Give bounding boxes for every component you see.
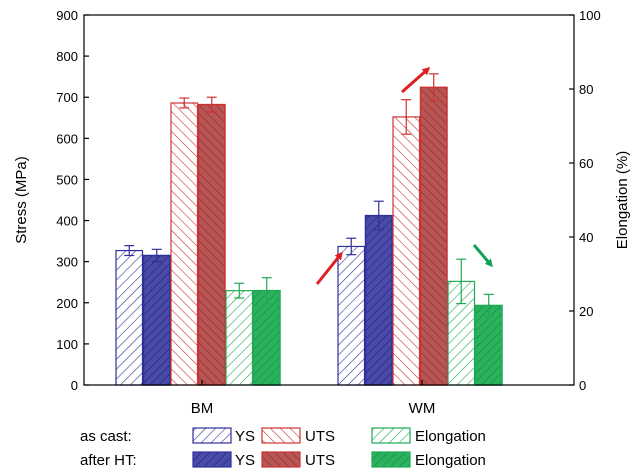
legend-label-ys-after-ht: YS	[235, 452, 255, 469]
legend-label-uts-as-cast: UTS	[305, 428, 335, 445]
y-left-tick-label: 700	[56, 90, 78, 105]
bars-layer	[115, 86, 503, 386]
legend-label-elongation-as-cast: Elongation	[415, 428, 486, 445]
bar-ys-after-HT-bm	[142, 254, 171, 386]
y-right-tick-label: 40	[579, 230, 593, 245]
y-left-tick-label: 0	[71, 378, 78, 393]
arrow-up-ys	[315, 251, 343, 285]
bar-elongation-as-cast-bm	[225, 290, 254, 386]
legend-swatch-ys-after-ht	[192, 451, 232, 468]
y-right-tick-label: 80	[579, 82, 593, 97]
y-left-tick-label: 800	[56, 49, 78, 64]
bar-uts-after-HT-bm	[197, 103, 226, 386]
y-left-tick-label: 900	[56, 8, 78, 23]
bar-uts-after-HT-wm	[419, 86, 448, 386]
y-right-tick-label: 20	[579, 304, 593, 319]
bar-elongation-after-HT-wm	[474, 304, 503, 386]
legend-row-as-cast: as cast:	[80, 428, 132, 445]
y-left-tick-label: 200	[56, 296, 78, 311]
bar-ys-as-cast-bm	[115, 249, 144, 386]
y-left-tick-label: 300	[56, 255, 78, 270]
error-bar	[373, 200, 384, 231]
error-bar	[428, 73, 439, 102]
legend-label-elongation-after-ht: Elongation	[415, 452, 486, 469]
legend-swatch-uts-after-ht	[261, 451, 301, 468]
plot-frame	[83, 14, 575, 386]
y-left-tick-label: 500	[56, 172, 78, 187]
legend-label-uts-after-ht: UTS	[305, 452, 335, 469]
error-bars-layer	[124, 73, 494, 318]
legend: as cast: after HT: YS YS UTS UTS Elongat…	[80, 427, 486, 469]
axes-layer: 0 100 200 300 400 500 600 700 800 900 0 20 40 60 80 100	[56, 8, 600, 393]
error-bar	[151, 248, 162, 263]
error-bar	[346, 237, 357, 256]
y-axis-right-label: Elongation (%)	[614, 151, 631, 249]
error-bar	[206, 96, 217, 113]
legend-swatch-elongation-after-ht	[371, 451, 411, 468]
bar-uts-as-cast-wm	[392, 116, 421, 386]
arrow-up-uts	[401, 67, 431, 94]
error-bar	[261, 277, 272, 305]
bar-uts-as-cast-bm	[170, 102, 199, 386]
bar-elongation-after-HT-bm	[252, 289, 281, 386]
error-bar	[179, 97, 190, 109]
y-right-tick-label: 100	[579, 8, 601, 23]
legend-swatch-uts-as-cast	[261, 427, 301, 444]
legend-label-ys-as-cast: YS	[235, 428, 255, 445]
y-left-tick-label: 400	[56, 214, 78, 229]
y-right-tick-label: 0	[579, 378, 586, 393]
error-bar	[124, 245, 135, 257]
y-axis-left-label: Stress (MPa)	[13, 156, 30, 244]
bar-ys-as-cast-wm	[337, 245, 366, 386]
legend-row-after-ht: after HT:	[80, 452, 137, 469]
arrow-down-elongation	[472, 244, 493, 268]
category-label-wm: WM	[409, 400, 436, 417]
bar-ys-after-HT-wm	[364, 214, 393, 386]
error-bar	[483, 293, 494, 318]
error-bar	[401, 99, 412, 135]
category-label-bm: BM	[191, 400, 214, 417]
legend-swatch-ys-as-cast	[192, 427, 232, 444]
y-right-tick-label: 60	[579, 156, 593, 171]
y-left-tick-label: 600	[56, 131, 78, 146]
error-bar	[234, 282, 245, 299]
error-bar	[456, 258, 467, 305]
legend-swatch-elongation-as-cast	[371, 427, 411, 444]
y-left-tick-label: 100	[56, 337, 78, 352]
